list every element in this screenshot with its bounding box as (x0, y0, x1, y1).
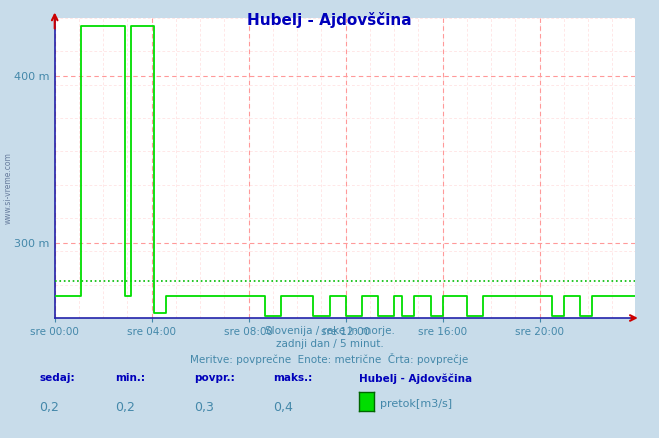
Text: zadnji dan / 5 minut.: zadnji dan / 5 minut. (275, 339, 384, 350)
Text: pretok[m3/s]: pretok[m3/s] (380, 399, 452, 410)
Text: 0,4: 0,4 (273, 401, 293, 414)
Text: min.:: min.: (115, 373, 146, 383)
Text: www.si-vreme.com: www.si-vreme.com (4, 152, 13, 224)
Text: Hubelj - Ajdovščina: Hubelj - Ajdovščina (247, 12, 412, 28)
Text: Slovenija / reke in morje.: Slovenija / reke in morje. (264, 326, 395, 336)
Text: maks.:: maks.: (273, 373, 313, 383)
Text: Hubelj - Ajdovščina: Hubelj - Ajdovščina (359, 373, 473, 384)
Text: sedaj:: sedaj: (40, 373, 75, 383)
Text: Meritve: povprečne  Enote: metrične  Črta: povprečje: Meritve: povprečne Enote: metrične Črta:… (190, 353, 469, 364)
Text: 0,2: 0,2 (115, 401, 135, 414)
Text: 0,3: 0,3 (194, 401, 214, 414)
Text: 0,2: 0,2 (40, 401, 59, 414)
Text: povpr.:: povpr.: (194, 373, 235, 383)
